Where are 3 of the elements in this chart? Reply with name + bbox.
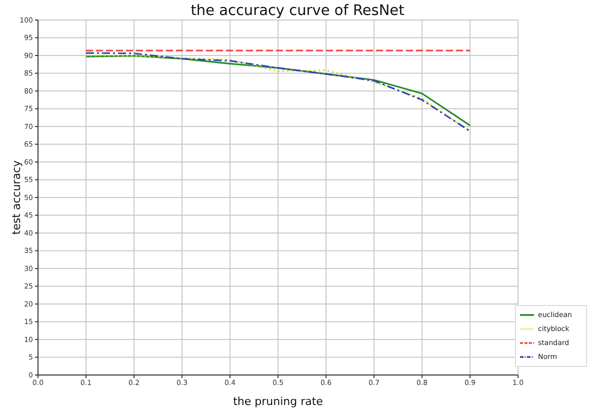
y-axis-title: test accuracy xyxy=(10,160,23,235)
chart-title: the accuracy curve of ResNet xyxy=(190,3,404,19)
x-axis-title: the pruning rate xyxy=(233,395,324,408)
